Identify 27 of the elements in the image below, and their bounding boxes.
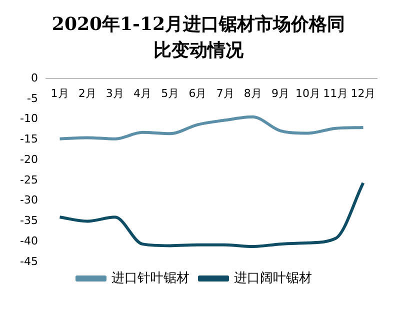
y-tick-label: -30 (20, 194, 38, 207)
x-tick-label: 10月 (296, 87, 321, 100)
legend-label: 进口针叶锯材 (112, 270, 190, 286)
x-tick-label: 1月 (50, 87, 69, 100)
y-tick-label: 0 (30, 71, 38, 84)
x-tick-label: 2月 (78, 87, 96, 100)
x-tick-label: 5月 (161, 87, 180, 100)
y-tick-label: -45 (20, 254, 38, 268)
x-tick-label: 12月 (350, 87, 376, 100)
y-tick-label: -15 (20, 132, 38, 146)
legend-label: 进口阔叶锯材 (234, 270, 312, 286)
line-series (58, 181, 365, 248)
x-tick-label: 8月 (244, 87, 262, 100)
y-tick-label: -25 (20, 173, 38, 186)
y-tick-label: -10 (20, 112, 38, 126)
x-tick-label: 7月 (216, 87, 234, 100)
x-tick-label: 6月 (188, 87, 207, 100)
x-tick-label: 9月 (271, 87, 290, 100)
x-tick-label: 4月 (134, 87, 152, 100)
y-tick-label: -5 (27, 92, 38, 105)
x-tick-label: 3月 (106, 87, 124, 100)
y-tick-label: -20 (20, 152, 38, 166)
x-tick-label: 11月 (323, 87, 348, 100)
chart-title: 2020年1-12月进口锯材市场价格同比变动情况 (50, 13, 346, 63)
line-series (58, 115, 365, 140)
y-tick-label: -35 (20, 214, 38, 228)
y-tick-label: -40 (20, 234, 38, 248)
